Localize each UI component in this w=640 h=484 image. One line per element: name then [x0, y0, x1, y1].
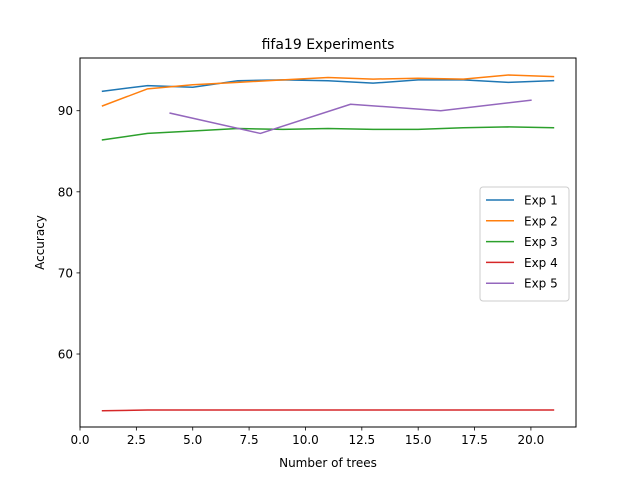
series-line-exp-5 — [169, 99, 532, 135]
legend-label: Exp 1 — [524, 194, 558, 208]
x-tick-label: 0.0 — [70, 433, 89, 447]
series-line-exp-4 — [101, 409, 555, 412]
legend-label: Exp 2 — [524, 214, 558, 228]
y-tick-label: 80 — [58, 185, 73, 199]
x-tick-label: 7.5 — [240, 433, 259, 447]
series-line-exp-3 — [101, 126, 555, 141]
x-tick-label: 2.5 — [127, 433, 146, 447]
legend-label: Exp 3 — [524, 235, 558, 249]
x-tick-label: 10.0 — [292, 433, 319, 447]
y-tick-label: 90 — [58, 104, 73, 118]
x-tick-label: 17.5 — [461, 433, 488, 447]
x-tick-label: 12.5 — [348, 433, 375, 447]
series-line-exp-1 — [101, 79, 555, 93]
y-tick-label: 60 — [58, 348, 73, 362]
x-tick-label: 20.0 — [518, 433, 545, 447]
plot-lines — [101, 74, 555, 412]
y-axis-ticks: 60 70 80 90 — [58, 104, 80, 362]
y-axis-label: Accuracy — [33, 215, 47, 270]
series-line-exp-2 — [101, 74, 555, 107]
legend-label: Exp 4 — [524, 256, 558, 270]
x-tick-label: 5.0 — [183, 433, 202, 447]
plot-frame — [79, 57, 577, 428]
legend: Exp 1 Exp 2 Exp 3 Exp 4 Exp 5 — [479, 186, 570, 302]
x-axis-ticks: 0.0 2.5 5.0 7.5 10.0 12.5 15.0 17.5 20.0 — [70, 427, 544, 447]
chart-title: fifa19 Experiments — [262, 37, 395, 53]
legend-box — [479, 186, 570, 302]
x-axis-label: Number of trees — [279, 456, 377, 470]
legend-label: Exp 5 — [524, 277, 558, 291]
x-tick-label: 15.0 — [405, 433, 432, 447]
y-tick-label: 70 — [58, 266, 73, 280]
